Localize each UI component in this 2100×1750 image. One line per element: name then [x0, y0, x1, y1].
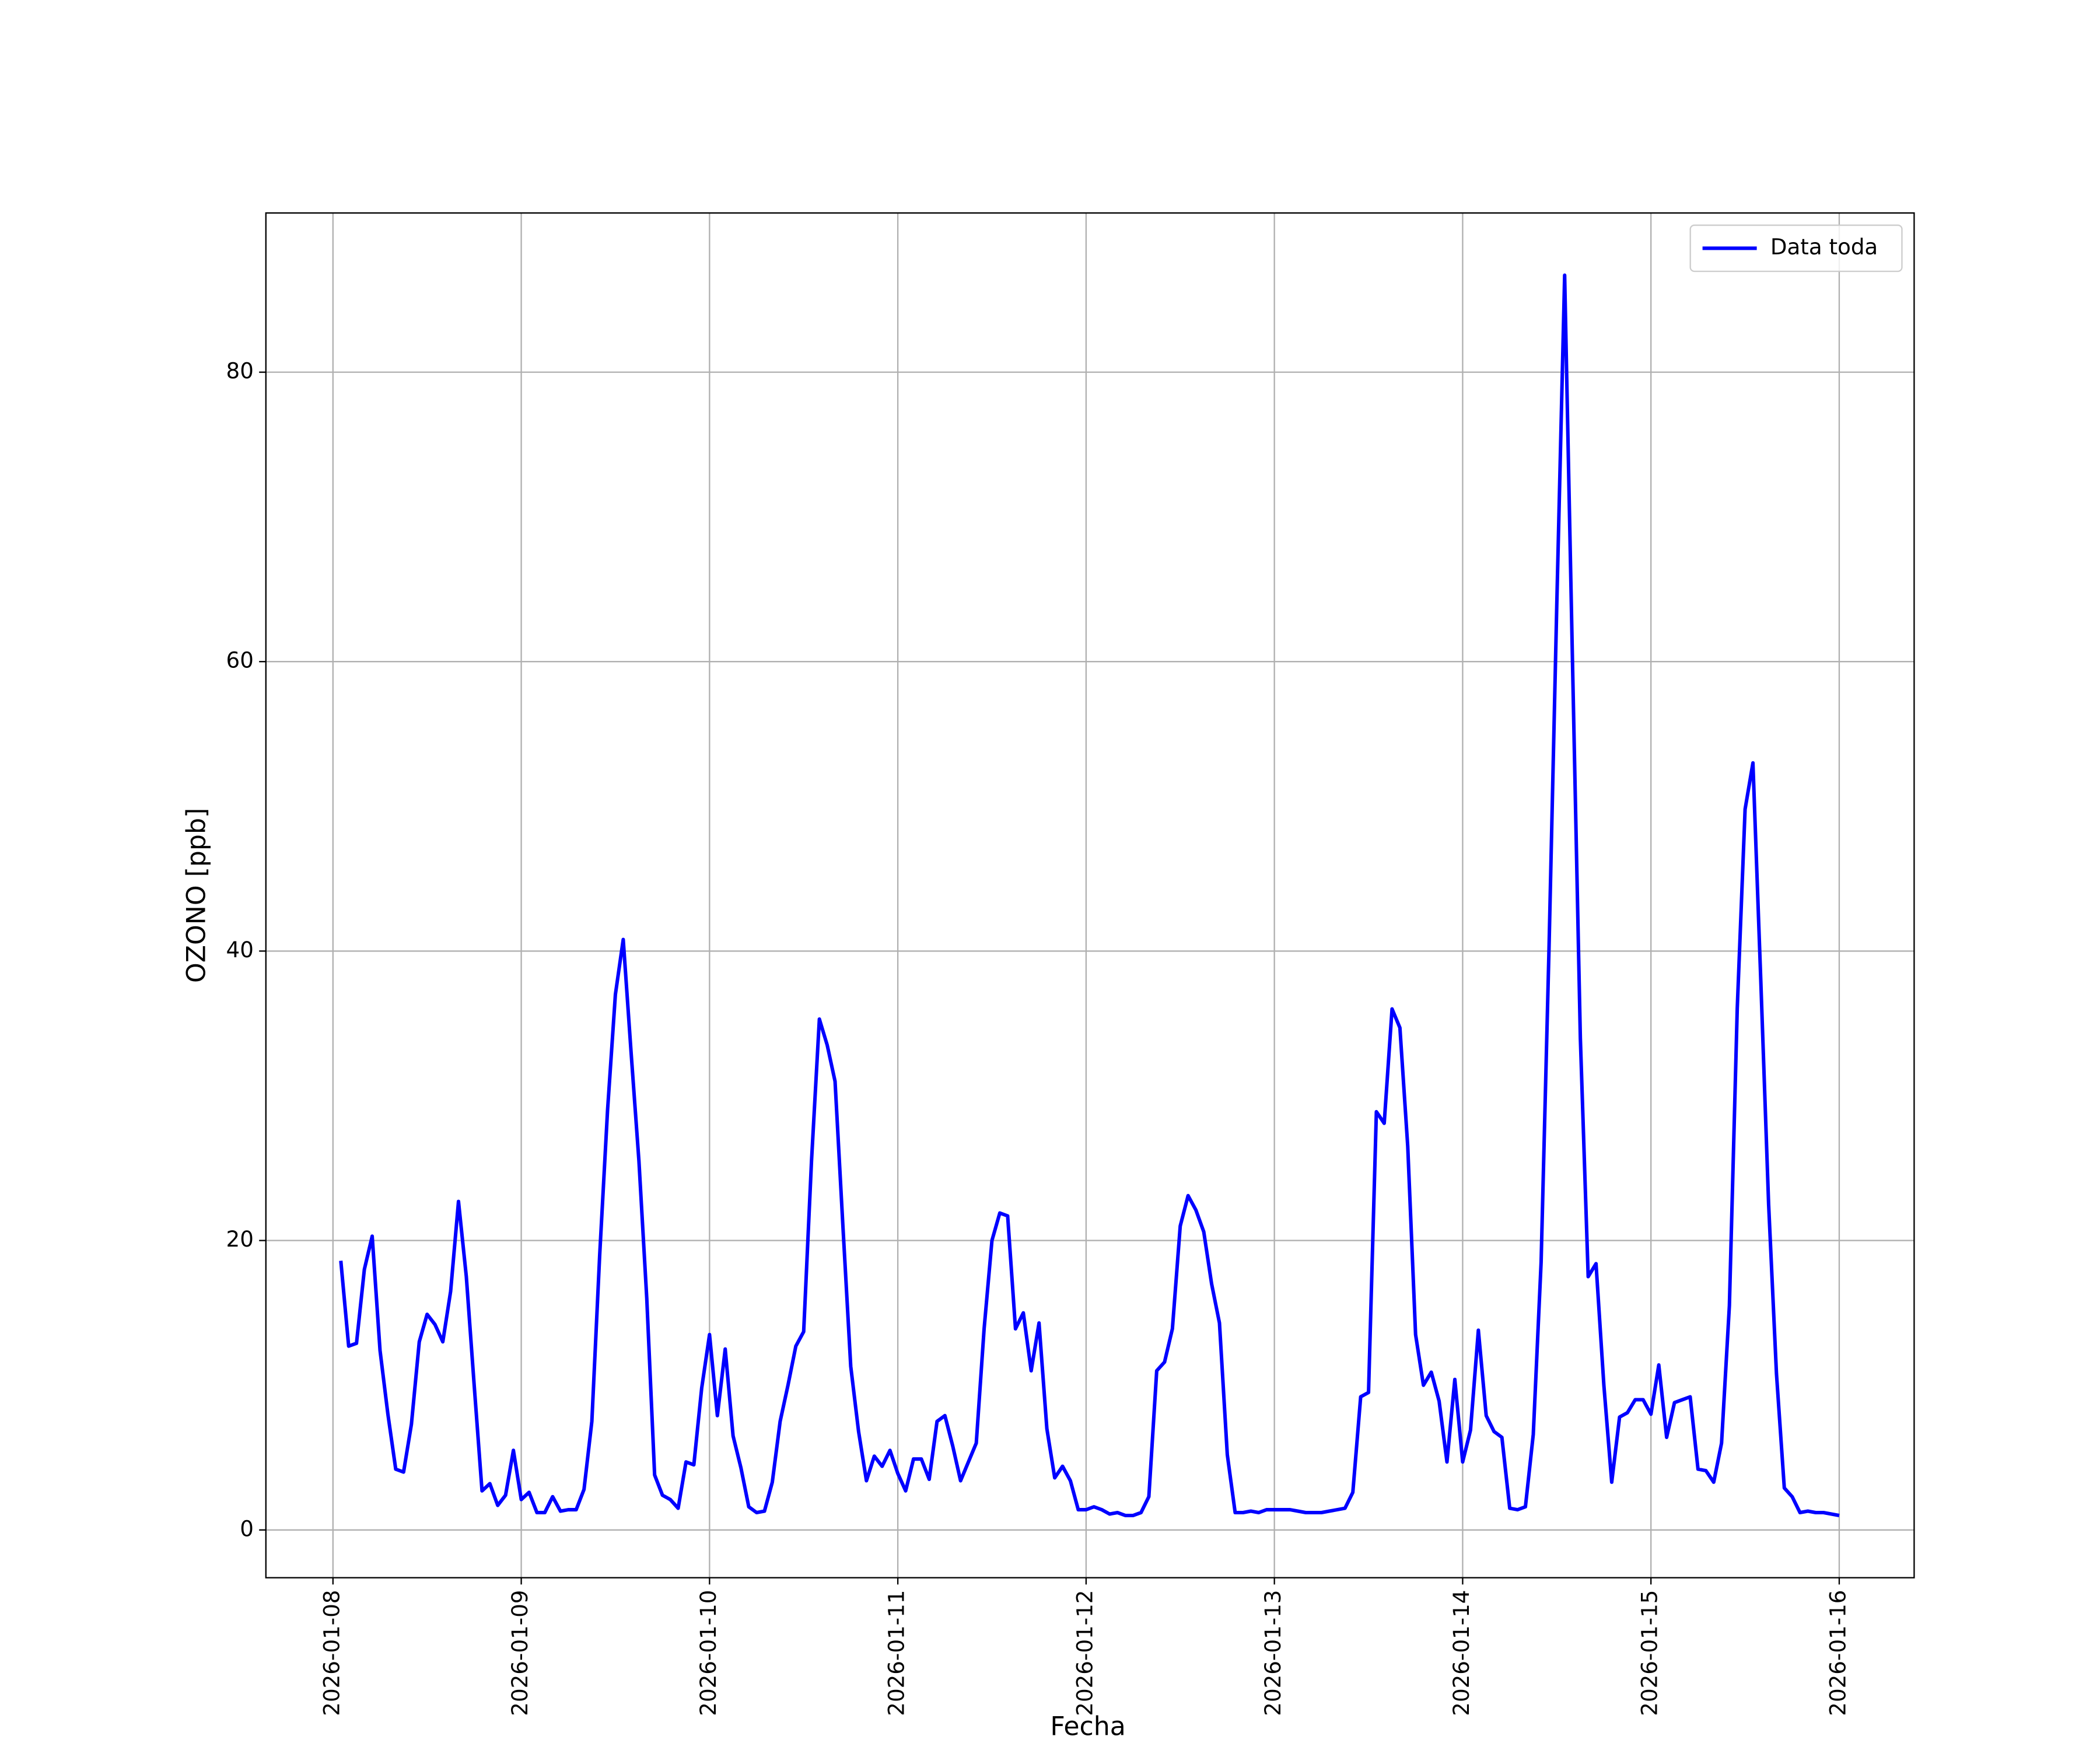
legend-label: Data toda: [1770, 234, 1878, 260]
x-tick-label: 2026-01-12: [1072, 1590, 1097, 1716]
legend-box: [1689, 224, 1903, 272]
x-tick-label: 2026-01-13: [1260, 1590, 1286, 1716]
y-tick-label: 20: [226, 1226, 254, 1252]
grid: [265, 213, 1915, 1578]
axes-frame: [265, 212, 1915, 1578]
x-tick-label: 2026-01-15: [1637, 1590, 1662, 1716]
x-tick-label: 2026-01-08: [318, 1590, 344, 1716]
plot-area: [339, 273, 1840, 1518]
data-line: [339, 273, 1840, 1518]
y-tick-label: 40: [226, 937, 254, 963]
x-axis-label: Fecha: [1050, 1712, 1126, 1741]
x-tick-label: 2026-01-10: [695, 1590, 721, 1716]
ticks: 0 20 40 60 80 2026-01-08 2026-01-09 2026-01-10 2…: [226, 358, 1851, 1716]
x-tick-label: 2026-01-16: [1825, 1590, 1850, 1716]
y-tick-label: 60: [226, 648, 254, 673]
x-tick-label: 2026-01-14: [1448, 1590, 1474, 1716]
x-tick-label: 2026-01-09: [507, 1590, 533, 1716]
legend: Data toda: [1689, 224, 1903, 272]
y-tick-label: 0: [240, 1516, 254, 1541]
y-tick-label: 80: [226, 358, 254, 384]
y-axis-label: OZONO [ppb]: [182, 808, 212, 983]
x-tick-label: 2026-01-11: [884, 1590, 909, 1716]
